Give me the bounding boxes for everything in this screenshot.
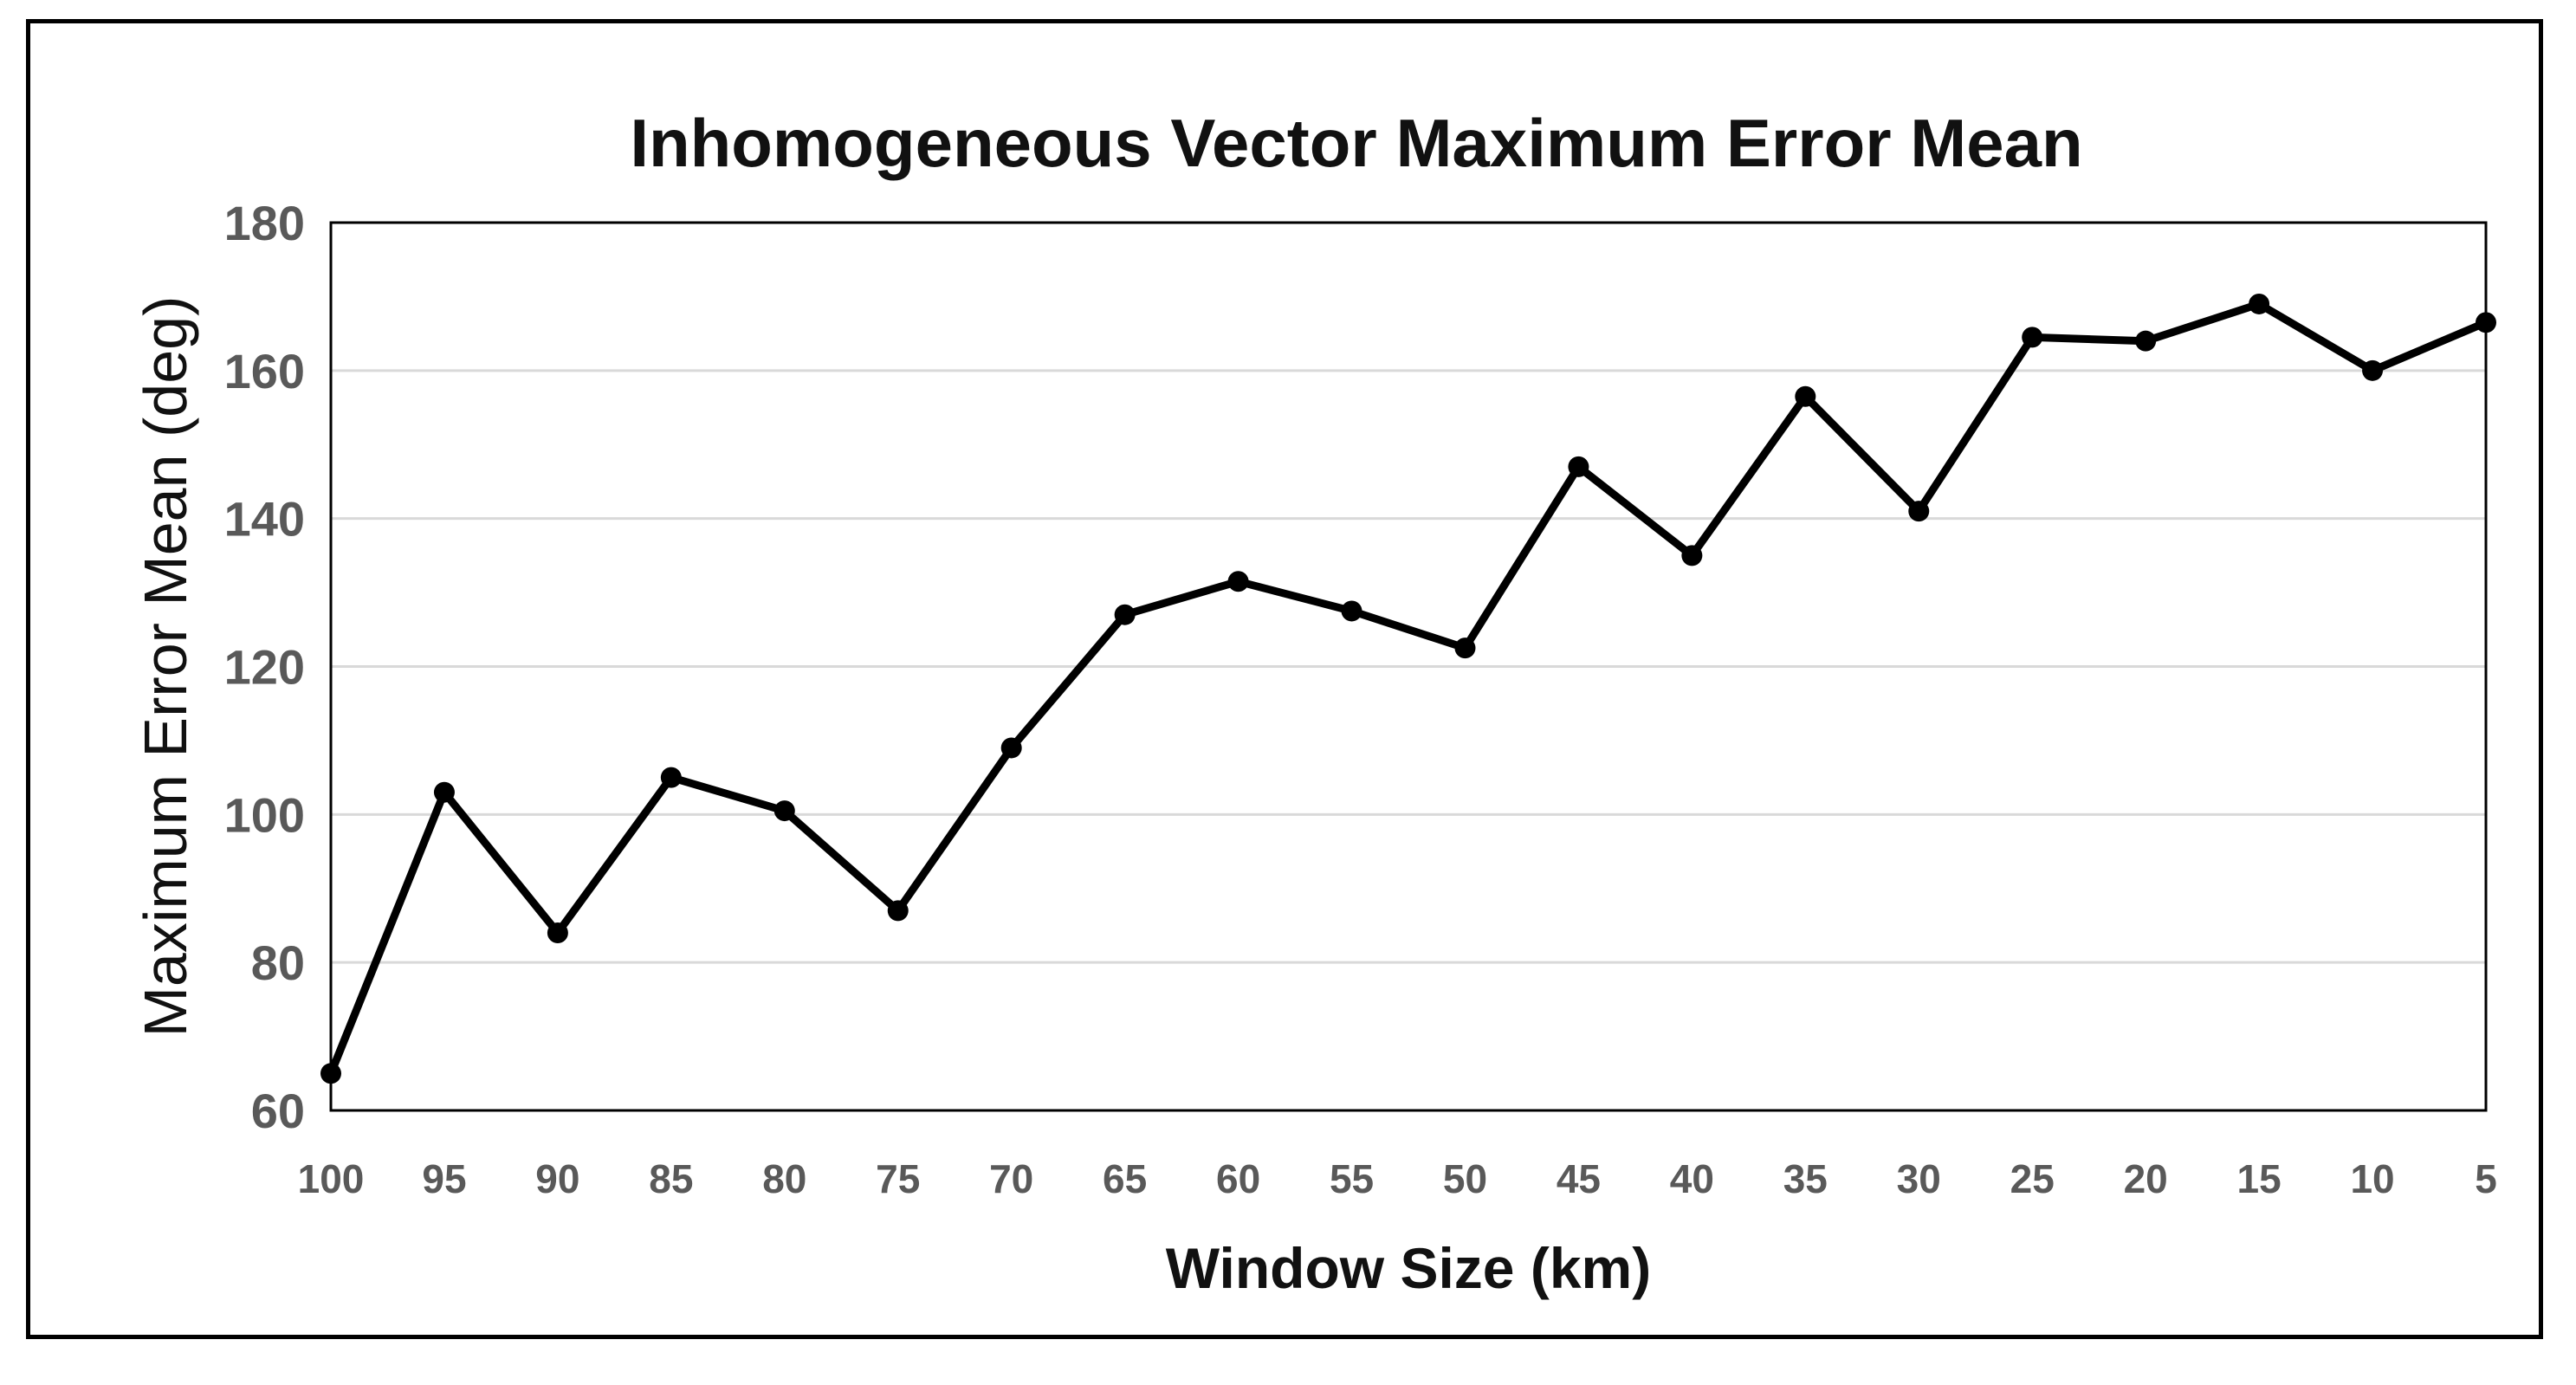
data-point: [547, 922, 568, 943]
data-point: [433, 781, 455, 803]
chart-title: Inhomogeneous Vector Maximum Error Mean: [630, 105, 2082, 181]
y-tick-label: 180: [224, 196, 305, 250]
x-tick-label: 20: [2124, 1156, 2168, 1201]
line-chart: 60 80 100 120 140 160 180 100 95 90 85 80 75 70 65 60 5…: [132, 105, 2497, 1300]
y-tick-label: 100: [224, 787, 305, 842]
data-point: [1454, 637, 1476, 659]
x-tick-label: 40: [1670, 1156, 1714, 1201]
data-point: [1114, 604, 1136, 625]
x-tick-label: 70: [989, 1156, 1033, 1201]
chart-frame: 60 80 100 120 140 160 180 100 95 90 85 80 75 70 65 60 5…: [26, 19, 2543, 1339]
data-point: [1795, 385, 1816, 407]
x-tick-label: 60: [1216, 1156, 1260, 1201]
x-tick-label: 75: [876, 1156, 920, 1201]
y-axis-ticks: 60 80 100 120 140 160 180: [224, 196, 305, 1138]
data-point: [887, 900, 909, 922]
data-point: [1341, 600, 1362, 622]
x-tick-label: 100: [298, 1156, 365, 1201]
x-tick-label: 45: [1557, 1156, 1601, 1201]
x-tick-label: 80: [762, 1156, 806, 1201]
y-tick-label: 140: [224, 492, 305, 547]
data-point: [2022, 327, 2043, 348]
x-tick-label: 5: [2475, 1156, 2497, 1201]
data-point: [773, 800, 795, 822]
y-tick-label: 60: [251, 1084, 305, 1138]
data-point: [2476, 312, 2496, 333]
x-tick-label: 85: [649, 1156, 693, 1201]
data-point: [2135, 330, 2157, 352]
x-axis-title: Window Size (km): [1166, 1236, 1651, 1300]
data-point: [1681, 545, 1703, 566]
series-markers: [320, 293, 2496, 1084]
x-tick-label: 30: [1897, 1156, 1941, 1201]
data-point: [1908, 501, 1930, 522]
x-tick-label: 10: [2350, 1156, 2394, 1201]
x-tick-label: 55: [1330, 1156, 1374, 1201]
data-point: [660, 767, 682, 788]
x-tick-label: 50: [1443, 1156, 1487, 1201]
y-axis-title: Maximum Error Mean (deg): [132, 296, 199, 1038]
data-point: [1568, 456, 1589, 477]
x-tick-label: 25: [2010, 1156, 2055, 1201]
x-tick-label: 90: [535, 1156, 579, 1201]
y-tick-label: 160: [224, 344, 305, 398]
series-line: [327, 300, 2490, 1078]
data-point: [1000, 737, 1022, 759]
x-axis-ticks: 100 95 90 85 80 75 70 65 60 55 50 45 40 35 30 25 20 15 10 5: [298, 1156, 2497, 1201]
y-tick-label: 120: [224, 640, 305, 695]
x-tick-label: 65: [1103, 1156, 1147, 1201]
gridlines: [331, 369, 2486, 964]
x-tick-label: 95: [422, 1156, 466, 1201]
data-point: [2362, 359, 2384, 381]
x-tick-label: 35: [1783, 1156, 1828, 1201]
data-point: [1227, 571, 1249, 592]
data-point: [320, 1063, 341, 1084]
x-tick-label: 15: [2237, 1156, 2282, 1201]
plot-area-border: [329, 221, 2488, 1112]
y-tick-label: 80: [251, 935, 305, 990]
data-point: [2249, 293, 2270, 314]
